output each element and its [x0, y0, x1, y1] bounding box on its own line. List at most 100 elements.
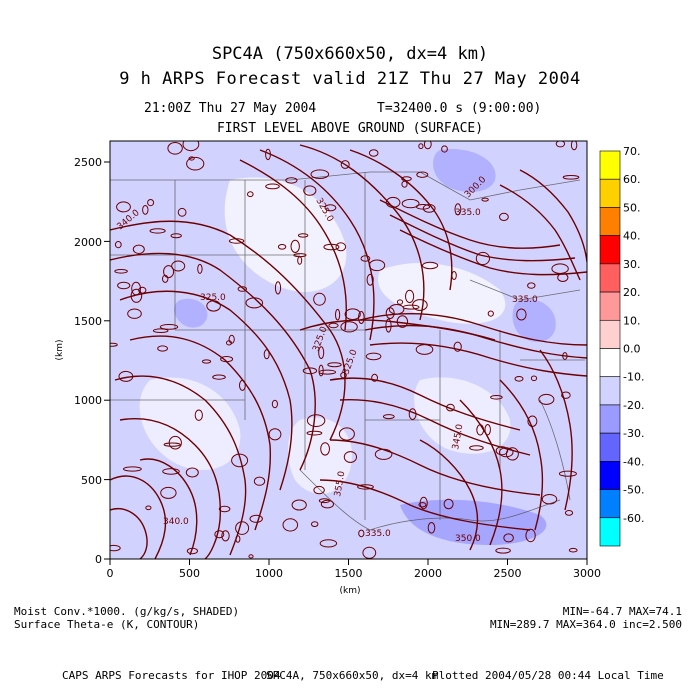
contour-loop [323, 243, 340, 251]
contour-loop [423, 141, 432, 150]
contour-loop [362, 546, 377, 559]
contour-loop [186, 156, 205, 171]
contour-loop [313, 292, 326, 306]
y-tick-label: 500 [81, 474, 102, 487]
shading-layer [110, 141, 587, 559]
colorbar-swatch [599, 432, 621, 462]
contour-loop [481, 197, 489, 202]
contour-loop [282, 518, 299, 532]
contour-noise [110, 141, 580, 559]
contour-loop [415, 344, 434, 355]
contour-loop [239, 379, 246, 391]
white-patch [139, 377, 241, 470]
contour-label: 355.0 [333, 470, 347, 497]
contour-loop [127, 308, 142, 319]
contour-loop [160, 486, 177, 499]
contour-loop [271, 399, 278, 409]
contour-loop [142, 205, 149, 215]
contour-loop [231, 453, 249, 468]
contour-loop [503, 533, 514, 543]
contour-loop [265, 148, 271, 161]
contour-loop [149, 228, 166, 234]
contour-loop [226, 340, 232, 346]
contour-loop [490, 395, 503, 400]
y-tick-label: 2500 [74, 156, 102, 169]
contour-loop [188, 156, 195, 161]
contour-loop [505, 447, 519, 461]
x-tick-label: 2000 [414, 567, 442, 580]
contour-label: 335.0 [455, 208, 481, 218]
contour-loop [110, 544, 121, 552]
contour-loop [340, 321, 358, 333]
contour-loop [263, 349, 270, 360]
colorbar-swatch [599, 178, 621, 208]
contour-loop [418, 502, 427, 508]
colorbar-label: -20. [623, 399, 644, 412]
medium-patch [433, 149, 496, 192]
contour-loop [214, 530, 225, 539]
x-axis-label: (km) [339, 586, 360, 596]
contour-loop [418, 143, 424, 150]
colorbar-swatch [599, 517, 621, 547]
theta-e-contours [110, 144, 587, 559]
colorbar-label: 30. [623, 258, 641, 271]
contour-loop [340, 160, 350, 169]
contour-loop [303, 185, 317, 196]
y-tick-label: 2000 [74, 236, 102, 249]
contour-loop [476, 424, 485, 436]
footer-right: Plotted 2004/05/28 00:44 Local Time [432, 669, 664, 682]
contour-loop [401, 198, 420, 209]
contour-loop [368, 259, 386, 272]
contour-loop [360, 255, 371, 262]
contour-loop [297, 233, 309, 238]
contour-label: 350.0 [455, 534, 481, 544]
contour-loop [285, 177, 298, 184]
contour-loop [318, 498, 330, 504]
contour-loop [340, 372, 347, 379]
contour-label: 335.0 [512, 295, 538, 305]
contour-loop [564, 510, 574, 516]
contour-loop [248, 554, 254, 559]
contour-loop [551, 263, 569, 275]
contour-loop [118, 370, 134, 382]
contour-loop [290, 239, 300, 253]
contour-loop [368, 149, 379, 157]
y-tick-labels: 0 500 1000 1500 2000 2500 [74, 156, 102, 566]
colorbar-label: 40. [623, 230, 641, 243]
y-axis [104, 161, 110, 560]
contour-loop [249, 514, 263, 523]
title-line-2: 9 h ARPS Forecast valid 21Z Thu 27 May 2… [119, 69, 581, 89]
x-tick-labels: 0 500 1000 1500 2000 2500 3000 [107, 567, 602, 580]
y-axis-label: (km) [55, 339, 65, 360]
contour-loop [302, 367, 318, 375]
contour-loop [514, 376, 524, 382]
contour-loop [318, 346, 325, 360]
contour-loop [562, 175, 580, 180]
contour-loop [318, 364, 324, 377]
contour-loop [570, 141, 578, 151]
white-patch [224, 177, 347, 292]
contour-loop [320, 499, 334, 509]
contour-loop [561, 391, 571, 399]
y-tick-label: 0 [95, 553, 102, 566]
contour-loop [170, 233, 182, 239]
contour-loop [401, 176, 412, 182]
contour-loop [212, 374, 226, 380]
contour-loop [167, 142, 183, 155]
contour-loop [201, 359, 212, 364]
contour-loop [237, 286, 248, 292]
contour-loop [358, 529, 365, 538]
x-tick-label: 500 [179, 567, 200, 580]
contour-loop [343, 451, 357, 463]
colorbar-label: 0.0 [623, 343, 641, 356]
contour-loop [163, 442, 181, 447]
colorbar-label: 50. [623, 201, 641, 214]
contour-loop [157, 345, 169, 352]
contour-loop [177, 207, 187, 217]
title-line-1: SPC4A (750x660x50, dx=4 km) [211, 44, 489, 64]
contour-loop [253, 476, 266, 486]
shaded-field-label: Moist Conv.*1000. (g/kg/s, SHADED) [14, 605, 240, 618]
contour-loop [422, 261, 439, 270]
contour-loop [374, 448, 393, 460]
colorbar-label: 70. [623, 145, 641, 158]
